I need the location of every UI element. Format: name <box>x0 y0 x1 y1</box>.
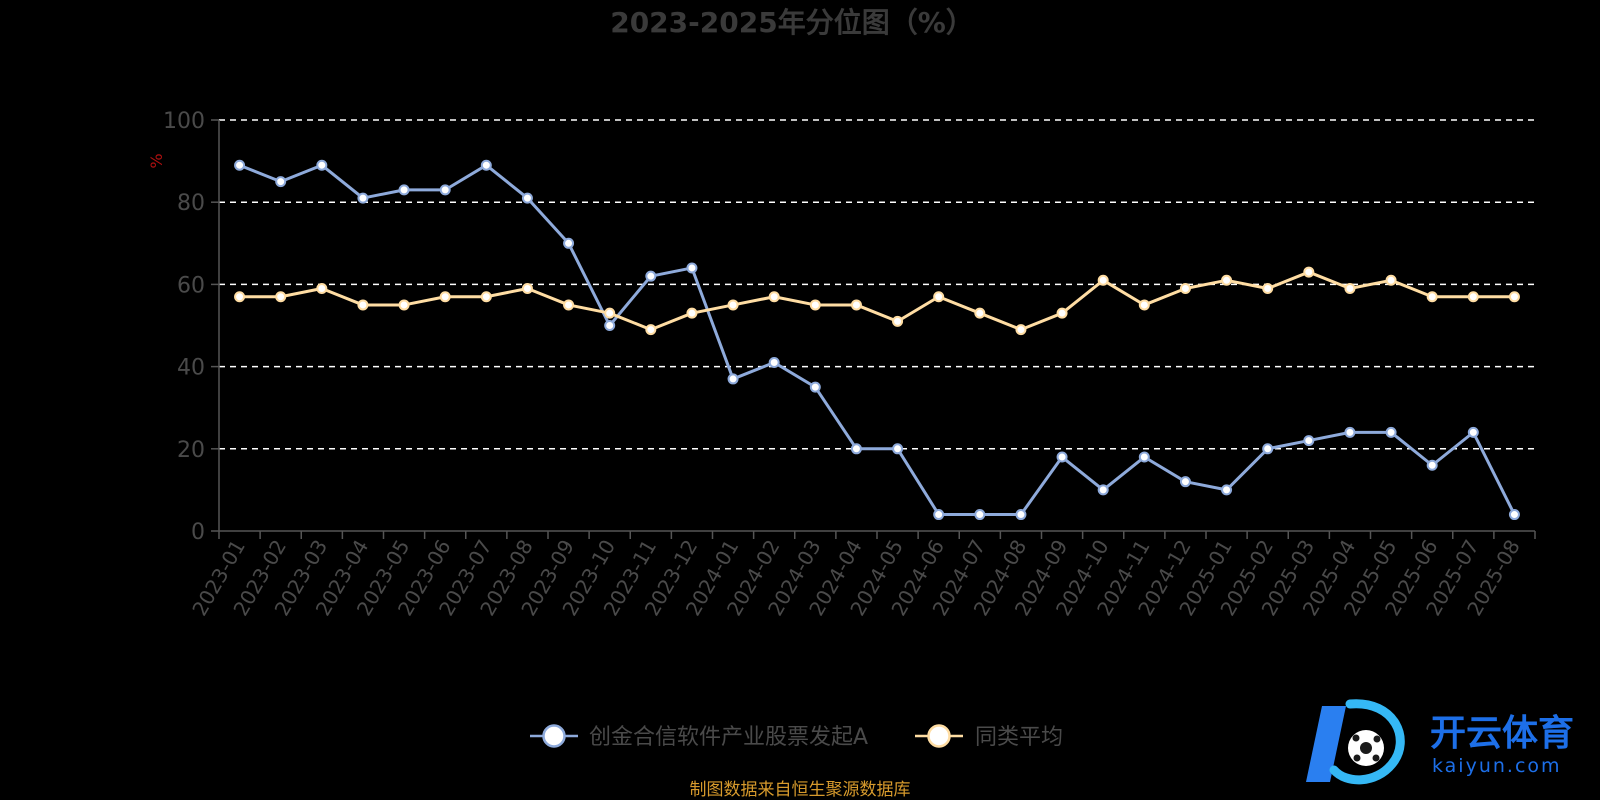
legend-series-1-marker <box>542 724 566 748</box>
series-2-point-2023-10[interactable] <box>604 307 616 319</box>
series-1-point-2023-08[interactable] <box>521 192 533 204</box>
series-1-point-2023-12[interactable] <box>686 262 698 274</box>
series-2-point-2024-09[interactable] <box>1056 307 1068 319</box>
series-2-point-2023-06[interactable] <box>439 291 451 303</box>
series-2-point-2024-12[interactable] <box>1179 283 1191 295</box>
series-line-1 <box>239 163 1516 517</box>
series-2-point-2025-04[interactable] <box>1344 283 1356 295</box>
series-1-point-2025-01[interactable] <box>1221 484 1233 496</box>
legend-series-2-label: 同类平均 <box>975 725 1063 750</box>
series-1-point-2023-10[interactable] <box>604 320 616 331</box>
series-2-point-2025-07[interactable] <box>1467 291 1479 303</box>
series-2-point-2023-09[interactable] <box>563 299 575 311</box>
series-2-point-2023-08[interactable] <box>521 283 533 295</box>
series-1-point-2023-04[interactable] <box>357 192 369 204</box>
series-2-point-2023-11[interactable] <box>645 324 657 336</box>
series-2-point-2025-01[interactable] <box>1221 274 1233 286</box>
series-1-point-2024-02[interactable] <box>768 356 780 368</box>
series-2-point-2023-07[interactable] <box>480 291 492 303</box>
series-1-point-2023-01[interactable] <box>234 159 246 171</box>
series-2-point-2024-06[interactable] <box>933 291 945 303</box>
series-1-point-2023-09[interactable] <box>563 237 575 249</box>
series-2-point-2025-03[interactable] <box>1303 266 1315 278</box>
watermark: 开云体育 kaiyun.com <box>1306 699 1574 785</box>
series-1-point-2023-03[interactable] <box>316 159 328 171</box>
legend-series-1-label: 创金合信软件产业股票发起A <box>589 725 868 750</box>
y-tick-label-40: 40 <box>177 356 205 381</box>
series-group <box>234 159 1520 521</box>
series-1-point-2024-10[interactable] <box>1097 484 1109 496</box>
legend-item-series-2[interactable]: 同类平均 <box>915 724 1063 750</box>
series-2-point-2023-12[interactable] <box>686 307 698 319</box>
series-1-point-2025-06[interactable] <box>1426 459 1438 471</box>
series-1-point-2025-03[interactable] <box>1303 435 1315 447</box>
series-2-point-2025-02[interactable] <box>1262 283 1274 295</box>
watermark-logo-icon <box>1306 699 1405 785</box>
series-2-point-2023-01[interactable] <box>234 291 246 303</box>
series-1-point-2025-04[interactable] <box>1344 426 1356 438</box>
series-1-point-2024-09[interactable] <box>1056 451 1068 463</box>
legend-series-2-marker <box>927 724 951 748</box>
series-2-point-2024-04[interactable] <box>850 299 862 311</box>
series-1-point-2025-05[interactable] <box>1385 426 1397 438</box>
series-1-point-2023-06[interactable] <box>439 184 451 196</box>
series-2-point-2024-02[interactable] <box>768 291 780 303</box>
series-2-point-2023-03[interactable] <box>316 283 328 295</box>
series-2-point-2024-01[interactable] <box>727 299 739 311</box>
series-2-point-2024-05[interactable] <box>892 315 904 327</box>
series-1-point-2024-12[interactable] <box>1179 476 1191 488</box>
y-axis-ticks: 0 20 40 60 80 100 <box>163 109 219 545</box>
series-1-point-2024-03[interactable] <box>809 381 821 393</box>
series-1-point-2024-01[interactable] <box>727 373 739 385</box>
y-axis-unit-label: % <box>147 153 166 168</box>
series-2-point-2023-04[interactable] <box>357 299 369 311</box>
series-2-point-2024-11[interactable] <box>1138 299 1150 311</box>
y-tick-label-0: 0 <box>191 520 205 545</box>
series-2-point-2023-05[interactable] <box>398 299 410 311</box>
y-tick-label-100: 100 <box>163 109 205 134</box>
series-1-point-2025-02[interactable] <box>1262 443 1274 455</box>
series-2-point-2024-07[interactable] <box>974 307 986 319</box>
axes <box>218 120 1535 532</box>
series-1-point-2024-05[interactable] <box>892 443 904 455</box>
series-1-point-2024-06[interactable] <box>933 509 945 521</box>
series-1-point-2023-05[interactable] <box>398 184 410 196</box>
legend: 创金合信软件产业股票发起A 同类平均 <box>530 724 1063 750</box>
series-2-point-2024-08[interactable] <box>1015 324 1027 336</box>
series-1-point-2023-07[interactable] <box>480 159 492 171</box>
series-2-point-2025-05[interactable] <box>1385 274 1397 286</box>
series-1-point-2023-11[interactable] <box>645 270 657 282</box>
watermark-cn-text: 开云体育 <box>1430 713 1574 754</box>
series-1-point-2024-04[interactable] <box>850 443 862 455</box>
series-1-point-2024-07[interactable] <box>974 509 986 521</box>
y-tick-label-80: 80 <box>177 191 205 216</box>
series-2-point-2025-08[interactable] <box>1508 291 1520 303</box>
series-1-point-2025-08[interactable] <box>1508 509 1520 521</box>
series-1-point-2025-07[interactable] <box>1467 426 1479 438</box>
watermark-en-text: kaiyun.com <box>1432 755 1562 777</box>
series-1-point-2023-02[interactable] <box>275 176 287 188</box>
y-tick-label-60: 60 <box>177 273 205 298</box>
source-note: 制图数据来自恒生聚源数据库 <box>690 780 911 800</box>
x-axis-ticks: 2023-012023-022023-032023-042023-052023-… <box>187 531 1536 620</box>
series-2-point-2025-06[interactable] <box>1426 291 1438 303</box>
chart-title: 2023-2025年分位图（%） <box>610 6 974 39</box>
y-tick-label-20: 20 <box>177 438 205 463</box>
series-2-point-2024-03[interactable] <box>809 299 821 311</box>
series-2-point-2023-02[interactable] <box>275 291 287 303</box>
legend-item-series-1[interactable]: 创金合信软件产业股票发起A <box>530 724 868 750</box>
series-line-2 <box>239 270 1515 332</box>
series-1-point-2024-11[interactable] <box>1138 451 1150 463</box>
series-1-point-2024-08[interactable] <box>1015 509 1027 521</box>
series-2-point-2024-10[interactable] <box>1097 274 1109 286</box>
